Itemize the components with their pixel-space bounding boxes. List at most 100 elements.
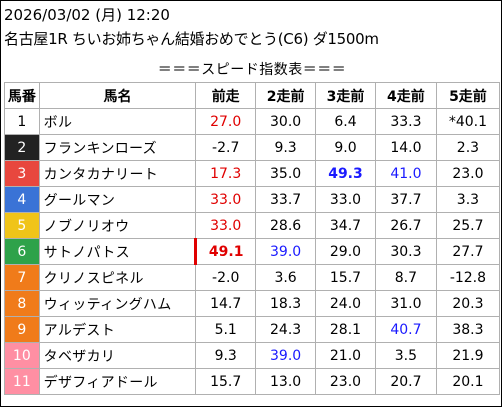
speed-index-value: 31.0: [374, 290, 437, 317]
speed-index-value: 34.7: [315, 212, 376, 239]
speed-index-table: 馬番 馬名 前走 2走前 3走前 4走前 5走前 1 ボル 27.0 30.0 6.4 3…: [4, 82, 501, 395]
speed-index-value: 26.7: [374, 212, 437, 239]
col-header-number: 馬番: [4, 82, 40, 109]
horse-number-badge: 7: [4, 264, 40, 291]
speed-index-value: 3.3: [435, 186, 501, 213]
table-subtitle: ＝＝＝スピード指数表＝＝＝: [157, 62, 347, 78]
speed-index-value: 49.1: [194, 238, 257, 265]
speed-index-value: *40.1: [435, 108, 501, 135]
col-header-4-races-ago: 4走前: [374, 82, 437, 109]
table-header-row: 馬番 馬名 前走 2走前 3走前 4走前 5走前: [4, 82, 501, 109]
speed-index-value: 9.3: [255, 134, 317, 161]
speed-index-value: 14.7: [195, 290, 257, 317]
speed-index-value: 18.3: [255, 290, 317, 317]
horse-name: グールマン: [38, 186, 197, 213]
col-header-2-races-ago: 2走前: [255, 82, 317, 109]
horse-name: カンタカナリート: [38, 160, 197, 187]
speed-index-value: 24.3: [255, 316, 317, 343]
speed-index-value: -2.0: [195, 264, 257, 291]
speed-index-value: 29.0: [315, 238, 376, 265]
speed-index-value: 38.3: [435, 316, 501, 343]
speed-index-value: 41.0: [374, 160, 437, 187]
table-row: 4 グールマン 33.0 33.7 33.0 37.7 3.3: [4, 186, 501, 213]
speed-index-value: 30.0: [255, 108, 317, 135]
horse-name: フランキンローズ: [38, 134, 197, 161]
horse-name: アルデスト: [38, 316, 197, 343]
speed-index-value: 21.9: [435, 342, 501, 369]
table-row: 5 ノブノリオウ 33.0 28.6 34.7 26.7 25.7: [4, 212, 501, 239]
speed-index-value: 17.3: [195, 160, 257, 187]
speed-index-value: 9.3: [195, 342, 257, 369]
speed-index-value: 40.7: [374, 316, 437, 343]
speed-index-value: 15.7: [195, 368, 257, 395]
race-title: 名古屋1R ちいお姉ちゃん結婚おめでとう(C6) ダ1500m: [4, 30, 379, 48]
horse-number-badge: 1: [4, 108, 40, 135]
speed-index-value: -12.8: [435, 264, 501, 291]
speed-index-value: 33.3: [374, 108, 437, 135]
race-datetime: 2026/03/02 (月) 12:20: [4, 6, 170, 24]
table-row: 7 クリノスピネル -2.0 3.6 15.7 8.7 -12.8: [4, 264, 501, 291]
col-header-3-races-ago: 3走前: [315, 82, 376, 109]
table-row: 11 デザフィアドール 15.7 13.0 23.0 20.7 20.1: [4, 368, 501, 395]
speed-index-value: 27.0: [195, 108, 257, 135]
horse-name: デザフィアドール: [38, 368, 197, 395]
speed-index-value: 33.0: [195, 186, 257, 213]
table-row: 6 サトノパトス 49.1 39.0 29.0 30.3 27.7: [4, 238, 501, 265]
speed-index-value: 14.0: [374, 134, 437, 161]
speed-index-value: 20.3: [435, 290, 501, 317]
speed-index-value: 39.0: [255, 238, 317, 265]
speed-index-value: 30.3: [374, 238, 437, 265]
horse-number-badge: 2: [4, 134, 40, 161]
speed-index-value: 37.7: [374, 186, 437, 213]
speed-index-value: 3.6: [255, 264, 317, 291]
horse-name: ボル: [38, 108, 197, 135]
speed-index-value: 27.7: [435, 238, 501, 265]
table-row: 9 アルデスト 5.1 24.3 28.1 40.7 38.3: [4, 316, 501, 343]
speed-index-value: 23.0: [435, 160, 501, 187]
speed-index-value: 49.3: [315, 160, 376, 187]
speed-index-value: 5.1: [195, 316, 257, 343]
speed-index-value: 3.5: [374, 342, 437, 369]
speed-index-value: 33.0: [195, 212, 257, 239]
horse-number-badge: 9: [4, 316, 40, 343]
speed-index-value: 15.7: [315, 264, 376, 291]
speed-index-value: 28.1: [315, 316, 376, 343]
horse-name: ノブノリオウ: [38, 212, 197, 239]
horse-number-badge: 11: [4, 368, 40, 395]
table-row: 8 ウィッティングハム 14.7 18.3 24.0 31.0 20.3: [4, 290, 501, 317]
speed-index-value: 20.1: [435, 368, 501, 395]
speed-index-value: 28.6: [255, 212, 317, 239]
horse-number-badge: 3: [4, 160, 40, 187]
speed-index-value: 21.0: [315, 342, 376, 369]
speed-index-value: 24.0: [315, 290, 376, 317]
table-row: 1 ボル 27.0 30.0 6.4 33.3 *40.1: [4, 108, 501, 135]
speed-index-value: -2.7: [195, 134, 257, 161]
speed-index-value: 2.3: [435, 134, 501, 161]
speed-index-value: 33.7: [255, 186, 317, 213]
table-row: 3 カンタカナリート 17.3 35.0 49.3 41.0 23.0: [4, 160, 501, 187]
speed-index-value: 6.4: [315, 108, 376, 135]
col-header-5-races-ago: 5走前: [435, 82, 501, 109]
speed-index-value: 20.7: [374, 368, 437, 395]
horse-name: クリノスピネル: [38, 264, 197, 291]
horse-number-badge: 5: [4, 212, 40, 239]
horse-name: ウィッティングハム: [38, 290, 197, 317]
speed-index-value: 25.7: [435, 212, 501, 239]
table-row: 2 フランキンローズ -2.7 9.3 9.0 14.0 2.3: [4, 134, 501, 161]
speed-index-value: 35.0: [255, 160, 317, 187]
horse-number-badge: 4: [4, 186, 40, 213]
horse-number-badge: 10: [4, 342, 40, 369]
speed-index-value: 8.7: [374, 264, 437, 291]
speed-index-value: 39.0: [255, 342, 317, 369]
speed-index-value: 13.0: [255, 368, 317, 395]
horse-number-badge: 6: [4, 238, 40, 265]
col-header-last-race: 前走: [195, 82, 257, 109]
speed-index-value: 9.0: [315, 134, 376, 161]
table-row: 10 タベザカリ 9.3 39.0 21.0 3.5 21.9: [4, 342, 501, 369]
horse-name: サトノパトス: [38, 238, 197, 265]
horse-name: タベザカリ: [38, 342, 197, 369]
horse-number-badge: 8: [4, 290, 40, 317]
speed-index-value: 33.0: [315, 186, 376, 213]
speed-index-value: 23.0: [315, 368, 376, 395]
